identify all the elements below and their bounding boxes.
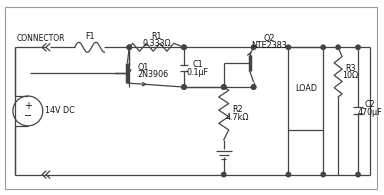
Text: R3: R3 bbox=[345, 64, 355, 73]
Circle shape bbox=[182, 45, 186, 50]
Circle shape bbox=[127, 45, 131, 50]
Circle shape bbox=[356, 45, 360, 50]
Text: LOAD: LOAD bbox=[295, 84, 317, 93]
Circle shape bbox=[222, 172, 226, 177]
Circle shape bbox=[321, 172, 325, 177]
Text: 470μF: 470μF bbox=[358, 108, 382, 117]
Text: F1: F1 bbox=[85, 32, 94, 41]
Circle shape bbox=[286, 45, 291, 50]
Circle shape bbox=[336, 45, 340, 50]
Circle shape bbox=[182, 45, 186, 50]
Circle shape bbox=[252, 45, 256, 50]
Text: C2: C2 bbox=[364, 100, 375, 109]
Text: 14V DC: 14V DC bbox=[45, 106, 74, 115]
Text: R1: R1 bbox=[151, 32, 162, 41]
Circle shape bbox=[222, 85, 226, 89]
Bar bbox=[288, 47, 323, 130]
Circle shape bbox=[222, 85, 226, 89]
Text: −: − bbox=[24, 111, 32, 121]
Circle shape bbox=[286, 172, 291, 177]
Circle shape bbox=[356, 172, 360, 177]
Text: Q2: Q2 bbox=[264, 34, 275, 43]
Text: 10Ω: 10Ω bbox=[342, 71, 358, 80]
Text: 4.7kΩ: 4.7kΩ bbox=[226, 113, 250, 122]
Circle shape bbox=[252, 85, 256, 89]
Text: 0.1μF: 0.1μF bbox=[187, 68, 209, 77]
Text: +: + bbox=[24, 101, 32, 111]
Text: R2: R2 bbox=[232, 105, 243, 114]
Text: C1: C1 bbox=[193, 60, 203, 69]
Circle shape bbox=[222, 85, 226, 89]
Circle shape bbox=[321, 45, 325, 50]
Text: 2N3906: 2N3906 bbox=[137, 70, 168, 79]
Circle shape bbox=[182, 85, 186, 89]
Text: 0.333Ω: 0.333Ω bbox=[142, 39, 171, 48]
Circle shape bbox=[127, 45, 131, 50]
Circle shape bbox=[252, 85, 256, 89]
Circle shape bbox=[182, 85, 186, 89]
Text: NTE2383: NTE2383 bbox=[252, 41, 287, 50]
Text: CONNECTOR: CONNECTOR bbox=[17, 34, 65, 43]
Circle shape bbox=[13, 96, 43, 126]
Text: Q1: Q1 bbox=[137, 63, 149, 72]
